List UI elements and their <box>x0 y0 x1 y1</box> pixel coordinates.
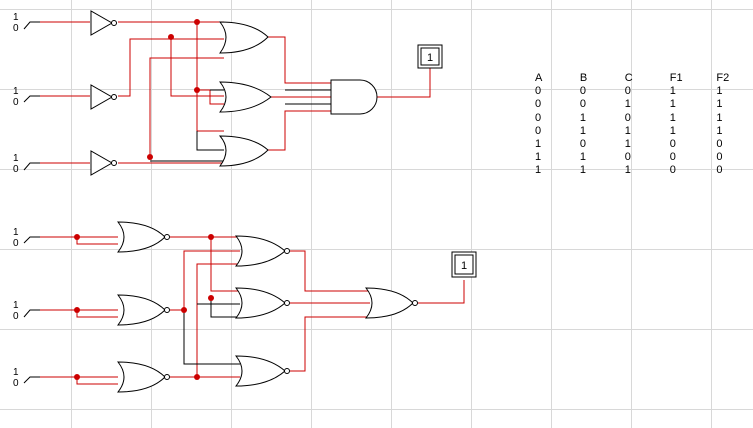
table-cell: 1 <box>716 98 723 111</box>
table-row: 1 1 1 0 0 <box>525 164 753 177</box>
or-gate-top-3 <box>218 135 269 167</box>
table-cell: 0 <box>716 138 723 151</box>
switch-high-label: 1 <box>13 86 19 97</box>
switch-low-label: 0 <box>13 23 19 34</box>
table-cell: 0 <box>669 164 676 177</box>
table-cell: 0 <box>716 151 723 164</box>
header-f1: F1 <box>669 72 683 84</box>
switch-low-label: 0 <box>13 378 19 389</box>
table-cell: 1 <box>716 124 723 137</box>
switch-low-label: 0 <box>13 311 19 322</box>
table-cell: 1 <box>579 124 586 137</box>
table-cell: 0 <box>669 151 676 164</box>
output-value-top: 1 <box>427 52 433 64</box>
table-cell: 0 <box>535 85 542 98</box>
or-gate-top-1 <box>218 21 269 54</box>
switch-high-label: 1 <box>13 153 19 164</box>
bottom-nor-gates-col1 <box>116 221 170 393</box>
switch-low-label: 0 <box>13 238 19 249</box>
switch-high-label: 1 <box>13 367 19 378</box>
header-b: B <box>579 72 588 84</box>
table-cell: 1 <box>669 111 676 124</box>
top-or-gates <box>218 21 272 167</box>
table-row: 0 1 1 1 1 <box>525 125 753 138</box>
table-cell: 1 <box>716 111 723 124</box>
table-cell: 1 <box>624 164 631 177</box>
table-cell: 1 <box>669 98 676 111</box>
switch-high-label: 1 <box>13 300 19 311</box>
top-not-gates <box>90 10 117 176</box>
truth-table: A B C F1 F2 0 0 0 1 1 0 0 1 1 1 <box>525 72 753 178</box>
output-value-bottom: 1 <box>461 260 467 272</box>
table-row: 0 1 0 1 1 <box>525 112 753 125</box>
table-cell: 1 <box>535 138 542 151</box>
table-cell: 1 <box>535 164 542 177</box>
top-input-wires <box>40 21 431 164</box>
switch-lever-bot-a[interactable] <box>23 236 40 244</box>
switch-low-label: 0 <box>13 97 19 108</box>
switch-lever-top-a[interactable] <box>23 21 40 30</box>
table-cell: 1 <box>669 124 676 137</box>
table-row: 1 0 1 0 0 <box>525 138 753 151</box>
table-cell: 0 <box>624 151 631 164</box>
bottom-input-wires <box>40 236 465 385</box>
switch-bot-c[interactable]: 1 0 <box>13 367 19 389</box>
table-cell: 1 <box>624 124 631 137</box>
switch-lever-top-b[interactable] <box>23 95 40 103</box>
switch-lever-bot-c[interactable] <box>23 376 40 384</box>
and-gate-top <box>330 79 378 115</box>
table-cell: 0 <box>579 98 586 111</box>
header-f2: F2 <box>716 72 730 84</box>
switch-lever-bot-b[interactable] <box>23 309 40 318</box>
switch-top-b[interactable]: 1 0 <box>13 86 19 108</box>
table-cell: 0 <box>535 98 542 111</box>
table-cell: 1 <box>669 85 676 98</box>
switch-bot-a[interactable]: 1 0 <box>13 227 19 249</box>
table-cell: 0 <box>624 111 631 124</box>
switch-bot-b[interactable]: 1 0 <box>13 300 19 322</box>
bottom-nor-gates-col2 <box>234 235 290 387</box>
bottom-nor-gate-final <box>364 287 418 319</box>
not-gate-top-c <box>90 150 114 176</box>
truth-table-header: A B C F1 F2 <box>525 72 753 85</box>
table-cell: 0 <box>579 85 586 98</box>
table-row: 0 0 1 1 1 <box>525 98 753 111</box>
table-cell: 0 <box>535 111 542 124</box>
table-cell: 0 <box>535 124 542 137</box>
switch-top-a[interactable]: 1 0 <box>13 12 19 34</box>
switch-low-label: 0 <box>13 164 19 175</box>
table-cell: 1 <box>579 164 586 177</box>
switch-top-c[interactable]: 1 0 <box>13 153 19 175</box>
table-cell: 1 <box>535 151 542 164</box>
switch-high-label: 1 <box>13 227 19 238</box>
table-row: 1 1 0 0 0 <box>525 151 753 164</box>
header-a: A <box>535 72 543 84</box>
not-gate-top-a <box>90 10 114 36</box>
table-cell: 0 <box>579 138 586 151</box>
switch-high-label: 1 <box>13 12 19 23</box>
or-gate-top-2 <box>218 81 272 113</box>
top-junctions <box>147 19 200 160</box>
output-probe-top: 1 <box>417 44 443 69</box>
bottom-idle-wires <box>183 298 240 365</box>
table-cell: 1 <box>579 111 586 124</box>
table-cell: 1 <box>624 138 631 151</box>
table-cell: 0 <box>669 138 676 151</box>
table-cell: 0 <box>624 85 631 98</box>
table-cell: 1 <box>716 85 723 98</box>
not-gate-top-b <box>90 84 114 110</box>
bottom-junctions <box>74 234 214 380</box>
output-probe-bottom: 1 <box>451 251 477 278</box>
top-idle-wires <box>150 89 331 162</box>
header-c: C <box>624 72 633 84</box>
table-cell: 1 <box>579 151 586 164</box>
table-row: 0 0 0 1 1 <box>525 85 753 98</box>
table-cell: 1 <box>624 98 631 111</box>
switch-lever-top-c[interactable] <box>23 162 40 171</box>
table-cell: 0 <box>716 164 723 177</box>
